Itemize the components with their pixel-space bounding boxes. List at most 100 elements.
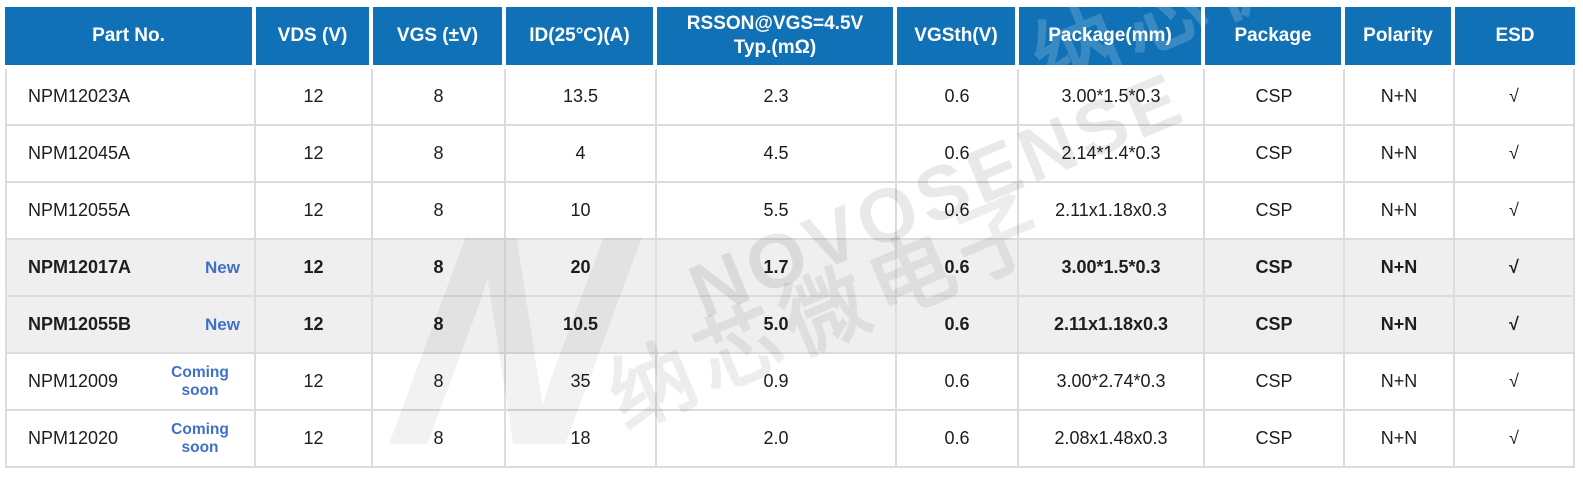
cell-rsson: 2.0: [657, 411, 897, 468]
table-row: NPM12055A 12 8 10 5.5 0.6 2.11x1.18x0.3 CSP N+N √: [5, 183, 1575, 240]
col-header-vgsth: VGSth(V): [897, 7, 1019, 69]
cell-package-mm: 2.11x1.18x0.3: [1019, 297, 1205, 354]
cell-polarity: N+N: [1345, 240, 1455, 297]
cell-polarity: N+N: [1345, 411, 1455, 468]
cell-package: CSP: [1205, 354, 1345, 411]
cell-rsson: 1.7: [657, 240, 897, 297]
cell-rsson: 0.9: [657, 354, 897, 411]
part-number: NPM12045A: [28, 143, 131, 163]
cell-package: CSP: [1205, 411, 1345, 468]
col-header-vgs: VGS (±V): [373, 7, 506, 69]
cell-vgs: 8: [373, 297, 506, 354]
cell-vgs: 8: [373, 126, 506, 183]
cell-package-mm: 2.11x1.18x0.3: [1019, 183, 1205, 240]
col-header-label: Package: [1234, 25, 1312, 47]
cell-vds: 12: [256, 354, 373, 411]
cell-rsson: 4.5: [657, 126, 897, 183]
col-header-label: ID(25°C)(A): [529, 25, 630, 47]
new-badge: New: [205, 314, 240, 334]
cell-id: 13.5: [506, 69, 657, 126]
cell-package-mm: 2.08x1.48x0.3: [1019, 411, 1205, 468]
table-row: NPM12055B New 12 8 10.5 5.0 0.6 2.11x1.18x0.3 CS…: [5, 297, 1575, 354]
cell-vgs: 8: [373, 183, 506, 240]
cell-part: NPM12023A: [5, 69, 256, 126]
cell-rsson: 5.0: [657, 297, 897, 354]
cell-vgs: 8: [373, 240, 506, 297]
cell-vds: 12: [256, 126, 373, 183]
col-header-polarity: Polarity: [1345, 7, 1455, 69]
cell-part: NPM12045A: [5, 126, 256, 183]
table-header-row: Part No. VDS (V) VGS (±V) ID(25°C)(A) RSSON@…: [5, 7, 1575, 69]
cell-vgs: 8: [373, 69, 506, 126]
cell-part: NPM12055B New: [5, 297, 256, 354]
coming-soon-badge: Coming soon: [171, 421, 229, 456]
part-number-wrap: NPM12020 Coming soon: [7, 421, 254, 456]
cell-vgsth: 0.6: [897, 183, 1019, 240]
cell-vgsth: 0.6: [897, 126, 1019, 183]
cell-polarity: N+N: [1345, 69, 1455, 126]
col-header-label: VDS (V): [277, 25, 348, 47]
cell-package-mm: 3.00*1.5*0.3: [1019, 69, 1205, 126]
cell-vgs: 8: [373, 354, 506, 411]
col-header-package: Package: [1205, 7, 1345, 69]
cell-esd: √: [1455, 126, 1575, 183]
table-row: NPM12023A 12 8 13.5 2.3 0.6 3.00*1.5*0.3 CSP N+N…: [5, 69, 1575, 126]
new-badge: New: [205, 257, 240, 277]
part-number-wrap: NPM12055B New: [7, 314, 254, 335]
part-number: NPM12023A: [28, 86, 131, 106]
cell-vds: 12: [256, 411, 373, 468]
cell-vds: 12: [256, 297, 373, 354]
cell-id: 20: [506, 240, 657, 297]
cell-esd: √: [1455, 354, 1575, 411]
col-header-label: Package(mm): [1048, 25, 1172, 47]
cell-id: 10: [506, 183, 657, 240]
cell-polarity: N+N: [1345, 126, 1455, 183]
part-number: NPM12020: [28, 428, 119, 448]
table-row: NPM12009 Coming soon 12 8 35 0.9 0.6 3.00*2.74*…: [5, 354, 1575, 411]
col-header-vds: VDS (V): [256, 7, 373, 69]
col-header-label: VGS (±V): [396, 25, 479, 47]
cell-package-mm: 3.00*2.74*0.3: [1019, 354, 1205, 411]
cell-vds: 12: [256, 69, 373, 126]
cell-vgsth: 0.6: [897, 411, 1019, 468]
col-header-part: Part No.: [5, 7, 256, 69]
cell-vgsth: 0.6: [897, 240, 1019, 297]
cell-package: CSP: [1205, 297, 1345, 354]
cell-part: NPM12009 Coming soon: [5, 354, 256, 411]
col-header-label: Part No.: [92, 25, 165, 47]
table-row: NPM12017A New 12 8 20 1.7 0.6 3.00*1.5*0.3 CSP N+…: [5, 240, 1575, 297]
cell-polarity: N+N: [1345, 297, 1455, 354]
cell-rsson: 2.3: [657, 69, 897, 126]
cell-id: 35: [506, 354, 657, 411]
table-row: NPM12020 Coming soon 12 8 18 2.0 0.6 2.08x1.48x…: [5, 411, 1575, 468]
cell-package-mm: 3.00*1.5*0.3: [1019, 240, 1205, 297]
cell-esd: √: [1455, 297, 1575, 354]
cell-polarity: N+N: [1345, 354, 1455, 411]
cell-part: NPM12020 Coming soon: [5, 411, 256, 468]
cell-rsson: 5.5: [657, 183, 897, 240]
cell-vds: 12: [256, 240, 373, 297]
part-number: NPM12017A: [28, 257, 132, 277]
table-row: NPM12045A 12 8 4 4.5 0.6 2.14*1.4*0.3 CSP N+N √: [5, 126, 1575, 183]
col-header-rsson: RSSON@VGS=4.5V Typ.(mΩ): [657, 7, 897, 69]
col-header-label: RSSON@VGS=4.5V Typ.(mΩ): [686, 13, 864, 58]
col-header-label: Polarity: [1363, 25, 1433, 47]
part-number: NPM12055A: [28, 200, 131, 220]
col-header-id: ID(25°C)(A): [506, 7, 657, 69]
cell-vgsth: 0.6: [897, 354, 1019, 411]
col-header-package-mm: Package(mm): [1019, 7, 1205, 69]
cell-id: 10.5: [506, 297, 657, 354]
mosfet-product-table: Part No. VDS (V) VGS (±V) ID(25°C)(A) RSSON@…: [5, 7, 1575, 468]
cell-package: CSP: [1205, 240, 1345, 297]
col-header-esd: ESD: [1455, 7, 1575, 69]
cell-part: NPM12017A New: [5, 240, 256, 297]
cell-esd: √: [1455, 69, 1575, 126]
part-number-wrap: NPM12017A New: [7, 257, 254, 278]
cell-esd: √: [1455, 240, 1575, 297]
cell-package: CSP: [1205, 69, 1345, 126]
cell-polarity: N+N: [1345, 183, 1455, 240]
cell-package: CSP: [1205, 126, 1345, 183]
part-number-wrap: NPM12055A: [7, 200, 254, 221]
part-number-wrap: NPM12023A: [7, 86, 254, 107]
